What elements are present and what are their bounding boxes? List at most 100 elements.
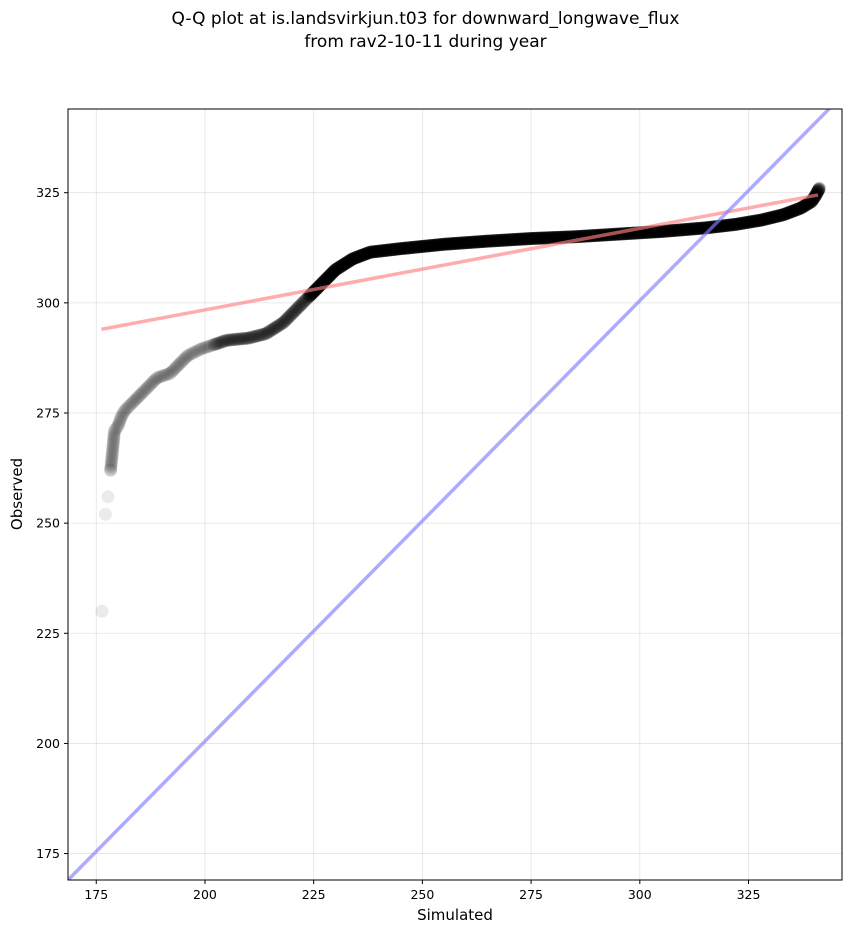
qq-point: [749, 214, 763, 228]
qq-point: [258, 327, 272, 341]
qq-point: [319, 273, 333, 287]
qq-point: [343, 253, 357, 267]
qq-point: [285, 306, 299, 320]
qq-point: [274, 317, 288, 331]
qq-point: [747, 214, 761, 228]
qq-point: [522, 232, 536, 246]
qq-point: [107, 425, 121, 439]
qq-point: [520, 232, 534, 246]
qq-point: [466, 235, 480, 249]
qq-point: [207, 338, 221, 352]
qq-point: [327, 264, 341, 278]
qq-point: [691, 222, 705, 236]
qq-point: [409, 240, 423, 254]
qq-point: [405, 241, 419, 255]
qq-point: [368, 245, 382, 259]
qq-point: [666, 224, 680, 238]
qq-point: [548, 231, 562, 245]
qq-point: [545, 231, 559, 245]
qq-point: [133, 388, 147, 402]
qq-point: [410, 240, 424, 254]
qq-point: [396, 241, 410, 255]
qq-point: [152, 370, 166, 384]
qq-point: [455, 236, 469, 250]
qq-point: [369, 244, 383, 258]
qq-point: [248, 329, 262, 343]
qq-point: [291, 301, 305, 315]
qq-point: [216, 334, 230, 348]
qq-point: [523, 232, 537, 246]
qq-point: [529, 231, 543, 245]
qq-point: [743, 215, 757, 229]
qq-point: [104, 460, 118, 474]
qq-point: [219, 334, 233, 348]
qq-point: [368, 245, 382, 259]
qq-point: [801, 197, 815, 211]
qq-point: [288, 304, 302, 318]
qq-point: [737, 216, 751, 230]
qq-point: [360, 247, 374, 261]
qq-point: [407, 240, 421, 254]
qq-point: [148, 373, 162, 387]
qq-point: [105, 454, 119, 468]
qq-point: [446, 237, 460, 251]
y-tick-label: 250: [36, 516, 60, 531]
qq-point: [352, 249, 366, 263]
qq-point: [527, 231, 541, 245]
qq-point: [332, 260, 346, 274]
qq-point: [388, 242, 402, 256]
qq-point: [517, 232, 531, 246]
qq-point: [518, 232, 532, 246]
qq-point: [762, 211, 776, 225]
qq-point: [654, 225, 668, 239]
qq-point: [437, 237, 451, 251]
qq-point: [522, 232, 536, 246]
qq-point: [792, 202, 806, 216]
qq-point: [802, 196, 816, 210]
qq-point: [678, 223, 692, 237]
qq-point: [663, 224, 677, 238]
qq-point: [793, 202, 807, 216]
qq-point: [491, 234, 505, 248]
qq-point: [730, 217, 744, 231]
qq-point: [720, 218, 734, 232]
qq-point: [480, 234, 494, 248]
qq-point: [737, 216, 751, 230]
qq-point: [657, 224, 671, 238]
qq-point: [117, 405, 131, 419]
qq-point: [803, 196, 817, 210]
qq-point: [203, 339, 217, 353]
qq-point: [486, 234, 500, 248]
qq-point: [812, 182, 826, 196]
qq-point: [324, 268, 338, 282]
qq-point: [433, 238, 447, 252]
qq-point: [326, 265, 340, 279]
y-tick-label: 225: [36, 626, 60, 641]
qq-point: [721, 218, 735, 232]
qq-point: [482, 234, 496, 248]
qq-point: [468, 235, 482, 249]
qq-point: [256, 328, 270, 342]
qq-point: [491, 234, 505, 248]
qq-point: [555, 230, 569, 244]
qq-point: [516, 232, 530, 246]
qq-point: [445, 237, 459, 251]
qq-point: [389, 242, 403, 256]
qq-point: [512, 232, 526, 246]
qq-point: [683, 222, 697, 236]
qq-point: [782, 206, 796, 220]
qq-point: [298, 293, 312, 307]
qq-point: [770, 209, 784, 223]
qq-point: [509, 232, 523, 246]
qq-point: [321, 270, 335, 284]
qq-point: [155, 369, 169, 383]
qq-point: [537, 231, 551, 245]
qq-point: [525, 231, 539, 245]
qq-point: [765, 211, 779, 225]
qq-point: [542, 231, 556, 245]
qq-point: [679, 222, 693, 236]
qq-point: [333, 260, 347, 274]
qq-point: [670, 223, 684, 237]
qq-point: [693, 221, 707, 235]
qq-point: [429, 238, 443, 252]
